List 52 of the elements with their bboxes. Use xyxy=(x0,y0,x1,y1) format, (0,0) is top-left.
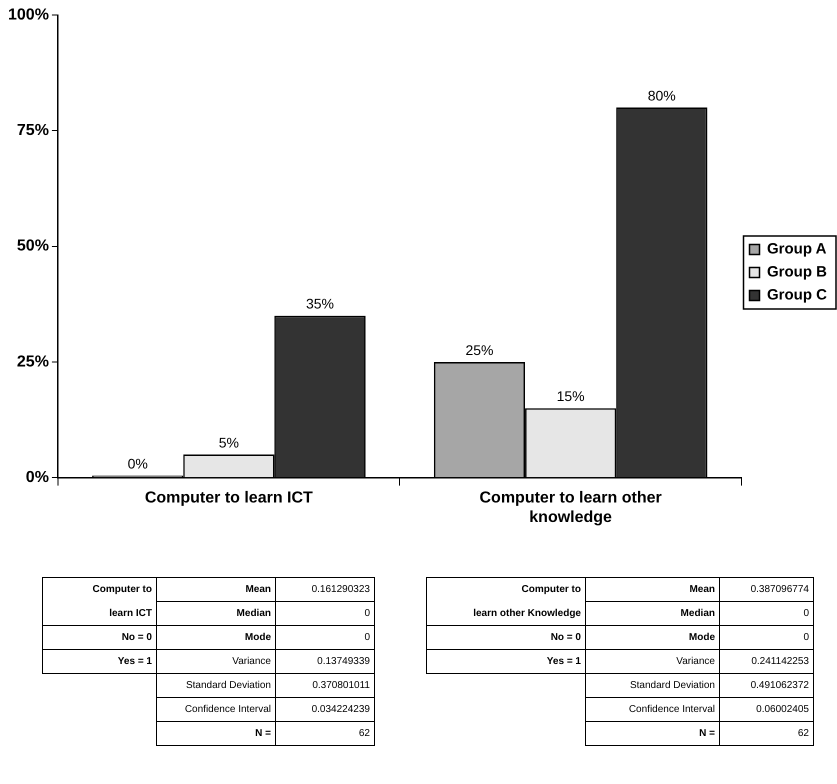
text: Computer to xyxy=(42,578,156,602)
text: 0.387096774 xyxy=(720,578,814,602)
text: 0 xyxy=(720,602,814,626)
text: 0 xyxy=(276,602,374,626)
text: N = xyxy=(156,722,276,746)
legend-label: Group B xyxy=(767,264,828,281)
text: Yes = 1 xyxy=(426,650,586,674)
text: No = 0 xyxy=(42,626,156,650)
text: learn ICT xyxy=(42,602,156,626)
data-label: 80% xyxy=(648,87,676,104)
text: 0.241142253 xyxy=(720,650,814,674)
text: Mean xyxy=(156,578,276,602)
text: 0.13749339 xyxy=(276,650,374,674)
data-label: 5% xyxy=(218,434,239,450)
text: Yes = 1 xyxy=(42,650,156,674)
data-label: 0% xyxy=(128,455,148,472)
y-tick-label: 50% xyxy=(16,238,49,255)
text: 62 xyxy=(720,722,814,746)
text: Computer to xyxy=(426,578,586,602)
text: Mean xyxy=(586,578,720,602)
text: Median xyxy=(586,602,720,626)
text: N = xyxy=(586,722,720,746)
text: 0.034224239 xyxy=(276,698,374,722)
text: 0.06002405 xyxy=(720,698,814,722)
text: Confidence Interval xyxy=(156,698,276,722)
legend-label: Group C xyxy=(767,286,828,304)
y-tick-label: 25% xyxy=(16,353,49,370)
data-label: 35% xyxy=(306,296,334,312)
x-tick-label: Computer to learn ICT xyxy=(144,490,314,507)
y-tick-label: 100% xyxy=(8,6,49,24)
text: 0.491062372 xyxy=(720,674,814,698)
text: 0.370801011 xyxy=(276,674,374,698)
y-tick-label: 0% xyxy=(26,469,49,486)
text: Mode xyxy=(586,626,720,650)
text: 0.161290323 xyxy=(276,578,374,602)
text: Mode xyxy=(156,626,276,650)
text: 62 xyxy=(276,722,374,746)
text: Variance xyxy=(586,650,720,674)
text: No = 0 xyxy=(426,626,586,650)
x-tick-label: Computer to learn other knowledge xyxy=(479,490,662,526)
text: Variance xyxy=(156,650,276,674)
text: Confidence Interval xyxy=(586,698,720,722)
legend-label: Group A xyxy=(767,240,827,258)
data-label: 15% xyxy=(556,388,585,404)
text: 0 xyxy=(720,626,814,650)
text: 0 xyxy=(276,626,374,650)
text: learn other Knowledge xyxy=(426,602,586,626)
data-label: 25% xyxy=(465,342,494,358)
text: Standard Deviation xyxy=(586,674,720,698)
y-tick-label: 75% xyxy=(16,122,49,140)
text: Median xyxy=(156,602,276,626)
text: Standard Deviation xyxy=(156,674,276,698)
